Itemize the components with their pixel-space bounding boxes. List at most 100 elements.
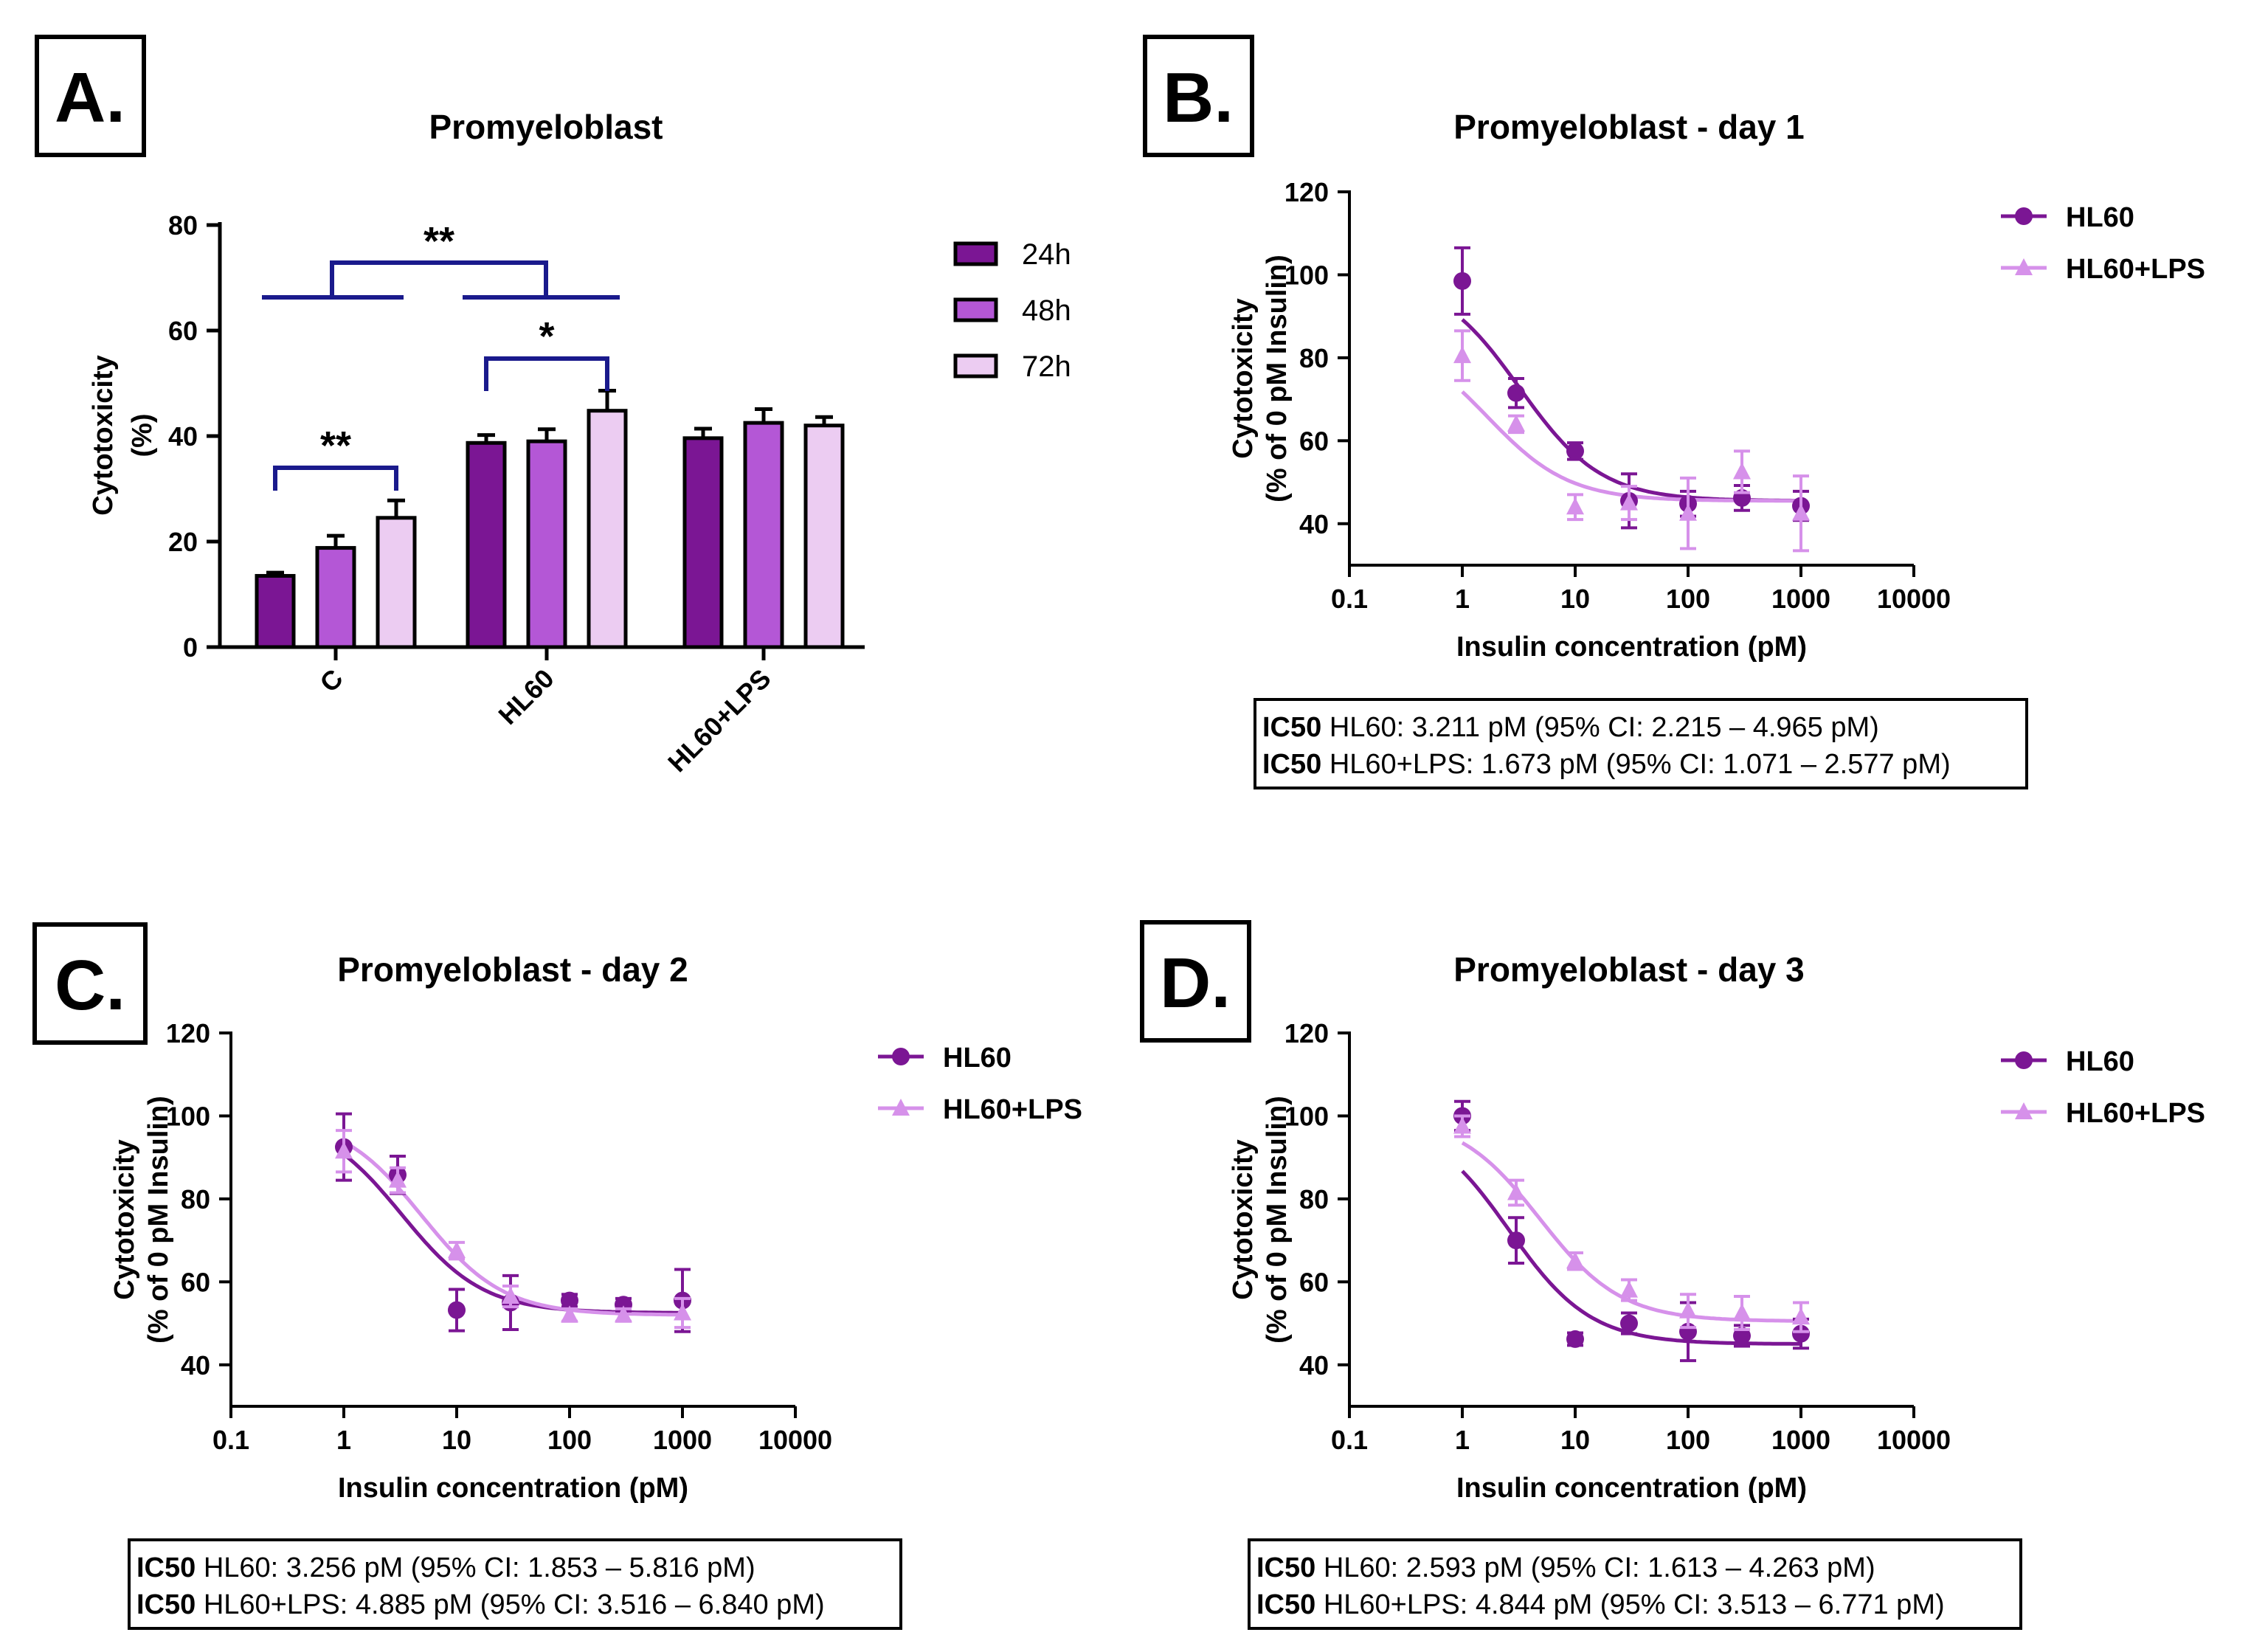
y-tick-label: 40: [1299, 1350, 1329, 1380]
legend-swatch: [953, 241, 998, 266]
x-tick-label: 1: [1455, 584, 1470, 614]
ic50-value: HL60: 3.256 pM (95% CI: 1.853 – 5.816 pM…: [196, 1552, 755, 1583]
ic50-line: IC50 HL60: 2.593 pM (95% CI: 1.613 – 4.2…: [1256, 1552, 1875, 1583]
panel-c-label: C.: [55, 946, 125, 1025]
data-point-hl60: [1566, 442, 1584, 460]
y-axis-label-line2: (% of 0 pM Insulin): [1262, 1096, 1293, 1344]
panel-a-label: A.: [55, 58, 125, 137]
ic50-line: IC50 HL60+LPS: 4.844 pM (95% CI: 3.513 –…: [1256, 1589, 1945, 1620]
data-point-hl60: [1507, 384, 1525, 402]
chart-b: Promyeloblast - day 1 40 60 80 100 120 0.1 1 10…: [1228, 108, 2205, 789]
legend-label: HL60+LPS: [2066, 1098, 2205, 1129]
chart-a-significance: *****: [262, 219, 620, 491]
ic50-label: IC50: [1256, 1552, 1315, 1583]
data-point-hl60-lps: [614, 1305, 632, 1323]
legend-label: 48h: [1022, 294, 1071, 327]
ic50-box: [1248, 1538, 2022, 1630]
legend-label: HL60: [2066, 202, 2134, 233]
chart-d-title: Promyeloblast - day 3: [1453, 950, 1805, 989]
chart-a-ylabel: Cytotoxicity (%): [88, 355, 158, 515]
bar: [803, 424, 845, 649]
y-tick-label: 40: [168, 421, 198, 452]
legend-label: 24h: [1022, 238, 1071, 271]
bar: [315, 546, 356, 649]
y-tick-label: 40: [1299, 509, 1329, 539]
data-point-hl60-lps: [1792, 1307, 1810, 1325]
bar: [743, 421, 784, 649]
panel-c-box: [32, 922, 148, 1045]
x-axis-label: Insulin concentration (pM): [1456, 632, 1807, 663]
data-point-hl60-lps: [1619, 1280, 1638, 1298]
data-point-hl60: [1732, 1327, 1751, 1345]
x-tick-label: 1: [1455, 1425, 1470, 1455]
y-tick-label: 80: [168, 210, 198, 241]
x-tick-label: 1000: [653, 1425, 712, 1455]
legend-label: HL60+LPS: [2066, 254, 2205, 285]
y-axis-label-line2: (% of 0 pM Insulin): [1262, 255, 1293, 502]
ic50-box: [128, 1538, 902, 1630]
ic50-label: IC50: [136, 1552, 196, 1583]
panel-d-box: [1140, 920, 1251, 1043]
chart-d: Promyeloblast - day 3 40 60 80 100 120 0.1 1 10…: [1228, 950, 2205, 1630]
data-point-hl60-lps: [1732, 462, 1751, 480]
ic50-value: HL60: 3.211 pM (95% CI: 2.215 – 4.965 pM…: [1321, 712, 1879, 743]
x-tick-label: 100: [1666, 1425, 1710, 1455]
legend-marker: [892, 1048, 910, 1065]
data-point-hl60: [561, 1291, 578, 1310]
bar: [587, 409, 628, 649]
x-tick-label: 1000: [1771, 584, 1830, 614]
y-tick-label: 100: [1284, 260, 1329, 290]
legend-swatch: [953, 353, 998, 379]
y-tick-label: 60: [168, 316, 198, 346]
x-tick-label: 0.1: [1331, 1425, 1368, 1455]
data-point-hl60-lps: [1679, 503, 1697, 521]
x-tick-label: 100: [547, 1425, 592, 1455]
data-point-hl60-lps: [388, 1170, 407, 1188]
panel-d-label: D.: [1160, 944, 1231, 1023]
y-axis-label-line1: Cytotoxicity: [1228, 1139, 1259, 1299]
legend-marker: [892, 1099, 910, 1116]
data-point-hl60: [1453, 272, 1471, 290]
y-tick-label: 120: [166, 1018, 210, 1048]
bar: [376, 516, 417, 649]
legend-label: HL60: [943, 1043, 1012, 1074]
chart-b-plot: 40 60 80 100 120 0.1 1 10 100 1000 10000 Insulin co…: [1228, 177, 2205, 789]
y-tick-label: 120: [1284, 1018, 1329, 1048]
chart-c: Promyeloblast - day 2 40 60 80 100 120 0.1 1 10…: [109, 950, 1082, 1630]
ic50-box: [1254, 698, 2028, 789]
data-point-hl60-lps: [1507, 1183, 1525, 1200]
ic50-value: HL60: 2.593 pM (95% CI: 1.613 – 4.263 pM…: [1315, 1552, 1875, 1583]
ic50-line: IC50 HL60: 3.211 pM (95% CI: 2.215 – 4.9…: [1262, 712, 1879, 743]
ic50-label: IC50: [1262, 712, 1321, 743]
x-tick-label: 0.1: [1331, 584, 1368, 614]
sig-bracket-c-label: **: [320, 424, 351, 468]
x-axis-label: Insulin concentration (pM): [338, 1473, 688, 1504]
data-point-hl60-lps: [1732, 1303, 1751, 1321]
ic50-label: IC50: [1262, 749, 1321, 780]
x-tick-label: 100: [1666, 584, 1710, 614]
legend-label: 72h: [1022, 350, 1071, 383]
y-axis-label-line1: Cytotoxicity: [88, 355, 119, 515]
data-point-hl60: [1619, 1314, 1638, 1333]
x-tick-label: 0.1: [212, 1425, 249, 1455]
y-axis-label-line2: (%): [127, 413, 158, 457]
y-tick-label: 80: [1299, 1184, 1329, 1214]
ic50-label: IC50: [1256, 1589, 1315, 1620]
x-tick-label: 10: [1560, 584, 1590, 614]
data-point-hl60-lps: [1792, 503, 1810, 521]
ic50-line: IC50 HL60: 3.256 pM (95% CI: 1.853 – 5.8…: [136, 1552, 755, 1583]
chart-c-plot: 40 60 80 100 120 0.1 1 10 100 1000 10000 Insulin co…: [109, 1018, 1082, 1630]
data-point-hl60-lps: [1507, 414, 1525, 432]
legend-marker: [2015, 207, 2033, 225]
panel-b-box: [1143, 35, 1254, 157]
chart-a-legend: 24h 48h 72h: [953, 238, 1071, 383]
data-point-hl60-lps: [1566, 1251, 1584, 1269]
y-tick-label: 60: [181, 1267, 210, 1297]
y-tick-label: 100: [166, 1101, 210, 1131]
data-point-hl60: [1507, 1231, 1525, 1250]
panel-b-label: B.: [1163, 58, 1234, 137]
chart-d-plot: 40 60 80 100 120 0.1 1 10 100 1000 10000 Insulin co…: [1228, 1018, 2205, 1630]
y-tick-label: 80: [181, 1184, 210, 1214]
data-point-hl60-lps: [1453, 346, 1471, 364]
